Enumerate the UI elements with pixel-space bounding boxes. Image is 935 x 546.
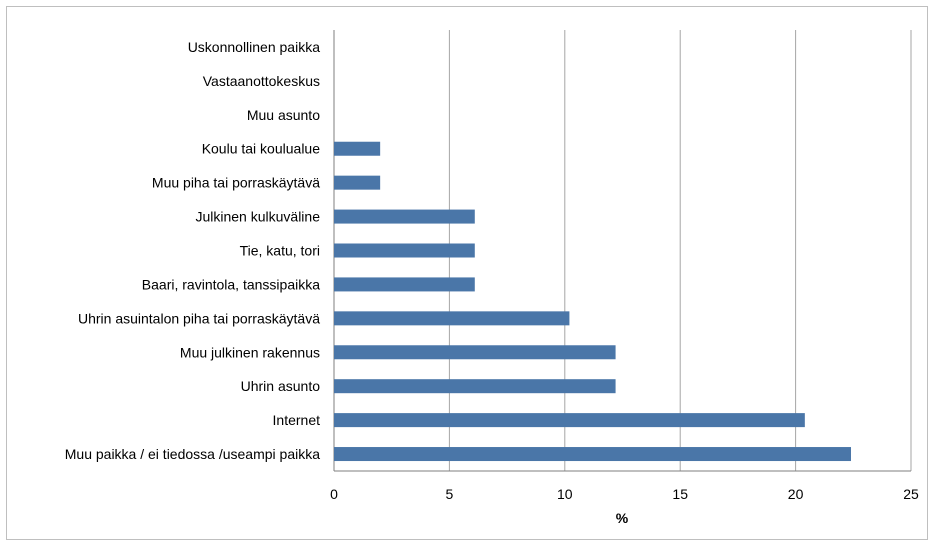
x-tick-label: 10 (557, 486, 573, 502)
bar (334, 379, 616, 394)
category-label: Baari, ravintola, tanssipaikka (142, 276, 320, 292)
x-axis-label: % (616, 510, 629, 526)
x-tick-labels: 0 5 10 15 20 25 (330, 486, 919, 502)
category-label: Internet (273, 412, 321, 428)
bar (334, 209, 475, 224)
category-label: Uskonnollinen paikka (188, 39, 321, 55)
bar (334, 311, 570, 326)
gridlines (333, 30, 912, 472)
category-label: Tie, katu, tori (240, 243, 320, 259)
bars (334, 141, 851, 462)
x-tick-label: 15 (672, 486, 688, 502)
category-label: Uhrin asunto (241, 378, 321, 394)
bar (334, 413, 805, 428)
bar (334, 175, 381, 190)
bar (334, 243, 475, 258)
x-tick-label: 0 (330, 486, 338, 502)
category-label: Muu asunto (247, 107, 320, 123)
bar (334, 345, 616, 360)
category-label: Muu piha tai porraskäytävä (152, 175, 320, 191)
category-label: Koulu tai koulualue (202, 141, 321, 157)
x-tick-label: 20 (788, 486, 804, 502)
bar (334, 277, 475, 292)
category-labels: Uskonnollinen paikka Vastaanottokeskus Muu… (65, 39, 320, 462)
category-label: Muu julkinen rakennus (180, 344, 320, 360)
category-label: Muu paikka / ei tiedossa /useampi paikka (65, 446, 320, 462)
x-tick-label: 5 (446, 486, 454, 502)
x-tick-label: 25 (903, 486, 919, 502)
category-label: Vastaanottokeskus (203, 73, 320, 89)
bar (334, 447, 851, 462)
category-label: Julkinen kulkuväline (195, 209, 320, 225)
category-label: Uhrin asuintalon piha tai porraskäytävä (78, 310, 320, 326)
bar (334, 141, 381, 156)
